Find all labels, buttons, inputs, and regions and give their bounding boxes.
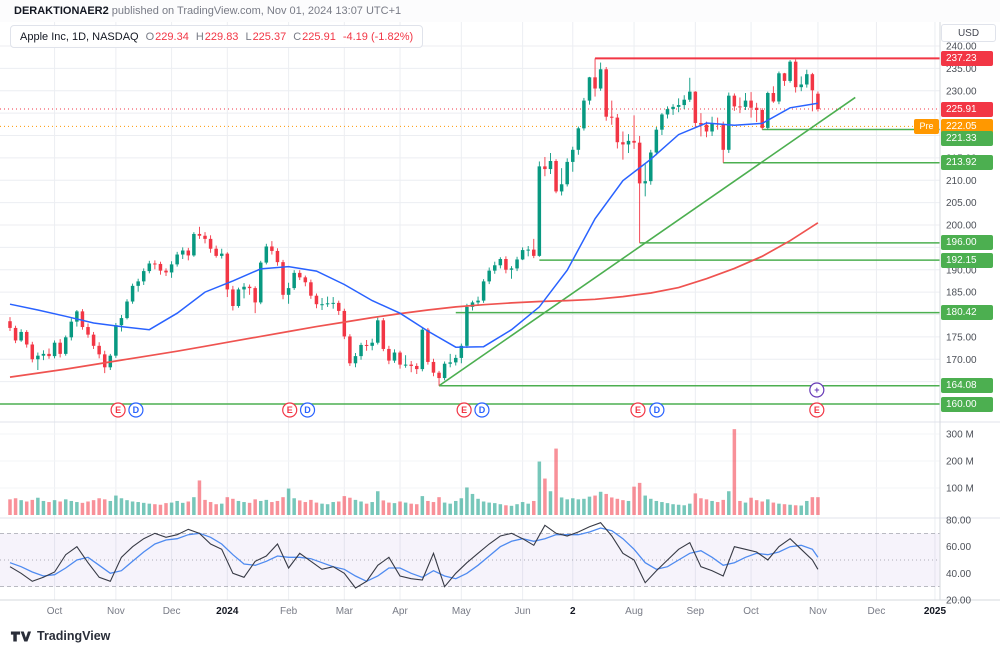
grid-layer [0, 22, 940, 600]
svg-text:D: D [654, 405, 661, 415]
earnings-badge[interactable]: E [110, 402, 126, 418]
svg-text:80.00: 80.00 [946, 516, 971, 527]
svg-text:200 M: 200 M [946, 457, 974, 468]
premarket-tag: Pre [914, 118, 939, 134]
svg-text:60.00: 60.00 [946, 542, 971, 553]
ohlc-low: L 225.37 [245, 30, 287, 43]
svg-text:300 M: 300 M [946, 430, 974, 441]
svg-text:Oct: Oct [743, 606, 759, 617]
price-axis-label: 160.00 [941, 396, 993, 412]
publisher-name: DERAKTIONAER2 [14, 5, 109, 17]
ohlc-high: H 229.83 [195, 30, 239, 43]
price-axis-label: 196.00 [941, 235, 993, 251]
ma-200-line [9, 222, 819, 378]
svg-text:Apr: Apr [392, 606, 408, 617]
change-value: -4.19 (-1.82%) [342, 30, 414, 43]
svg-text:Oct: Oct [47, 606, 63, 617]
svg-text:175.00: 175.00 [946, 332, 977, 343]
svg-text:20.00: 20.00 [946, 596, 971, 607]
ohlc-close: C 225.91 [293, 30, 336, 43]
price-axis-label: 225.91 [941, 101, 993, 117]
attribution-bar: DERAKTIONAER2 published on TradingView.c… [0, 0, 1000, 22]
rsi-ma-line [9, 527, 819, 583]
chart-area: EDEDEDEDE+240.00235.00230.00215.00210.00… [0, 22, 1000, 625]
svg-text:Nov: Nov [107, 606, 125, 617]
dividend-badge[interactable]: D [128, 402, 144, 418]
price-axis-label: 221.33 [941, 131, 993, 147]
svg-text:D: D [304, 405, 311, 415]
svg-text:210.00: 210.00 [946, 176, 977, 187]
ma-50-line [9, 102, 819, 348]
svg-text:Jun: Jun [515, 606, 531, 617]
earnings-badge[interactable]: E [456, 402, 472, 418]
svg-text:Sep: Sep [686, 606, 704, 617]
axes-layer [0, 22, 1000, 601]
tradingview-wordmark[interactable]: TradingView [37, 629, 111, 643]
svg-text:Nov: Nov [809, 606, 827, 617]
svg-text:2025: 2025 [924, 606, 947, 617]
dividend-badge[interactable]: D [649, 402, 665, 418]
volume-series [8, 429, 820, 515]
dividend-badge[interactable]: D [299, 402, 316, 418]
earnings-badge[interactable]: E [809, 402, 825, 418]
footer-bar: TradingView [0, 625, 1000, 647]
tradingview-logo-icon[interactable] [10, 629, 32, 644]
plus-marker-icon[interactable]: + [809, 382, 825, 398]
price-axis-label: 213.92 [941, 155, 993, 171]
price-axis-label: 180.42 [941, 305, 993, 321]
svg-text:E: E [814, 405, 820, 415]
price-axis-label: 237.23 [941, 50, 993, 66]
rsi-line [9, 522, 819, 589]
currency-button[interactable]: USD [941, 24, 996, 42]
svg-text:2: 2 [570, 606, 576, 617]
svg-text:200.00: 200.00 [946, 221, 977, 232]
chart-canvas[interactable]: EDEDEDEDE+240.00235.00230.00215.00210.00… [0, 22, 1000, 625]
price-axis[interactable]: 240.00235.00230.00215.00210.00205.00200.… [946, 42, 977, 607]
svg-text:D: D [133, 405, 140, 415]
svg-text:240.00: 240.00 [946, 42, 977, 53]
svg-text:185.00: 185.00 [946, 288, 977, 299]
drawings-layer [0, 57, 940, 405]
svg-text:Dec: Dec [868, 606, 886, 617]
svg-text:E: E [287, 405, 293, 415]
symbol-title: Apple Inc, 1D, NASDAQ [20, 30, 139, 43]
svg-text:Feb: Feb [280, 606, 298, 617]
svg-text:+: + [814, 385, 819, 395]
earnings-badge[interactable]: E [630, 402, 646, 418]
svg-text:205.00: 205.00 [946, 198, 977, 209]
dividend-badge[interactable]: D [474, 402, 490, 418]
svg-text:E: E [115, 405, 121, 415]
svg-text:Dec: Dec [163, 606, 181, 617]
svg-text:E: E [635, 405, 641, 415]
svg-text:230.00: 230.00 [946, 86, 977, 97]
earnings-badge[interactable]: E [282, 402, 298, 418]
price-axis-label: 164.08 [941, 378, 993, 394]
price-axis-label: 192.15 [941, 252, 993, 268]
trendline[interactable] [438, 96, 856, 387]
svg-text:E: E [461, 405, 467, 415]
svg-text:170.00: 170.00 [946, 355, 977, 366]
svg-text:235.00: 235.00 [946, 64, 977, 75]
event-badges: E D E D E D E D E + [110, 382, 825, 418]
svg-text:100 M: 100 M [946, 484, 974, 495]
svg-text:Aug: Aug [625, 606, 643, 617]
svg-text:190.00: 190.00 [946, 265, 977, 276]
svg-text:Mar: Mar [336, 606, 354, 617]
time-axis[interactable]: Oct Nov Dec 2024 Feb Mar Apr May Jun 2 Aug Sep Oct No… [47, 606, 947, 617]
svg-text:D: D [479, 405, 486, 415]
svg-text:40.00: 40.00 [946, 569, 971, 580]
attribution-text: published on TradingView.com, Nov 01, 20… [108, 5, 402, 17]
price-axis-label: 222.05 [941, 118, 993, 134]
svg-text:2024: 2024 [216, 606, 239, 617]
ohlc-open: O 229.34 [145, 30, 189, 43]
svg-text:May: May [452, 606, 471, 617]
